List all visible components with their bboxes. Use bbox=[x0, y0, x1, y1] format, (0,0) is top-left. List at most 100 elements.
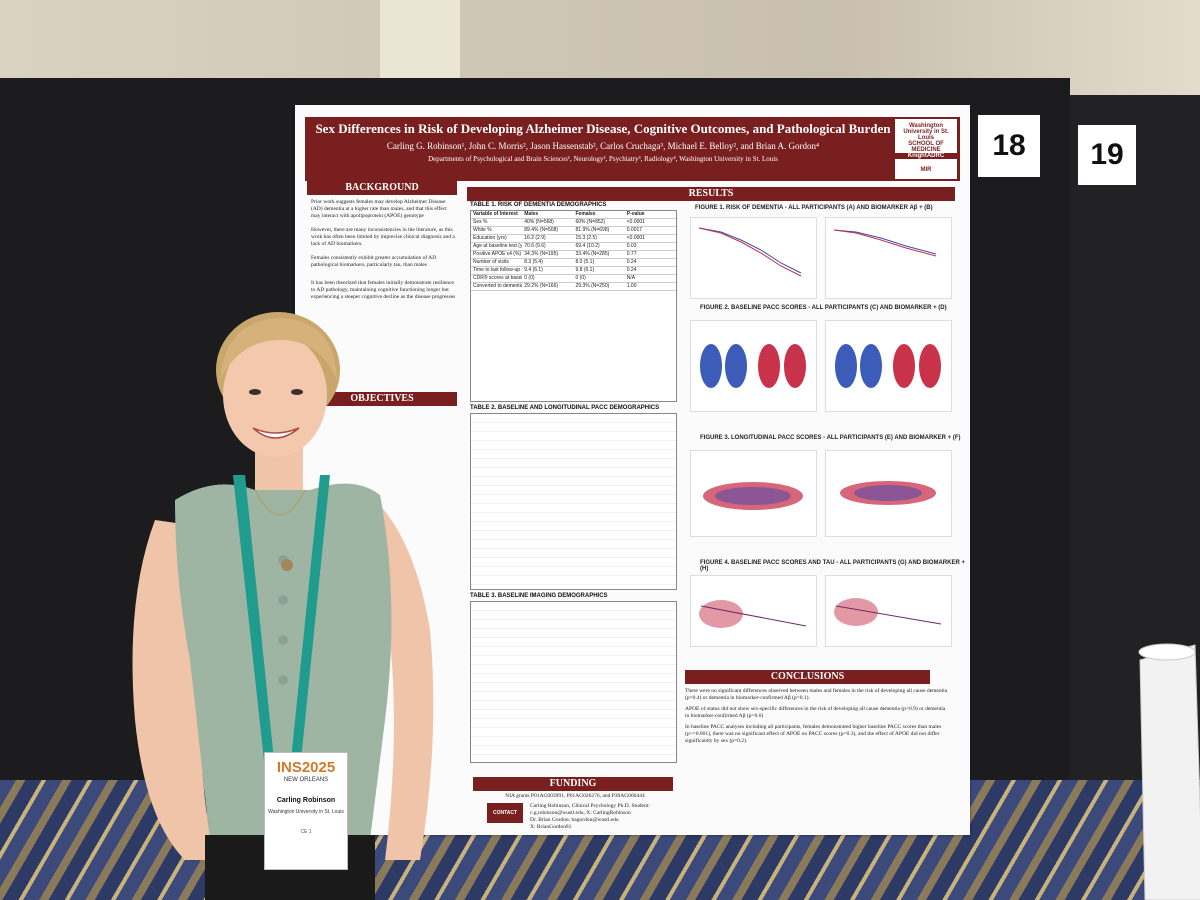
name-badge: INS2025 NEW ORLEANS Carling Robinson Was… bbox=[264, 752, 348, 870]
table-cell: 0.0017 bbox=[626, 227, 643, 233]
poster-departments: Departments of Psychological and Brain S… bbox=[428, 155, 778, 163]
table-cell: 8.0 (5.1) bbox=[575, 259, 595, 265]
paper-roll bbox=[1138, 643, 1200, 900]
poster-header: Sex Differences in Risk of Developing Al… bbox=[305, 117, 960, 181]
table-cell: 0.77 bbox=[626, 251, 637, 257]
figure-3e-plot bbox=[690, 450, 817, 537]
table-row: Positive APOE ε4 (%) 34.3% (N=195) 33.4% (… bbox=[471, 251, 676, 259]
table-cell: White % bbox=[473, 227, 492, 233]
funding-heading: FUNDING bbox=[473, 777, 673, 791]
figure-2-title: FIGURE 2. BASELINE PACC SCORES - ALL PAR… bbox=[700, 305, 947, 311]
logo-knight-adrc: KnightADRC bbox=[895, 153, 957, 159]
figure-2d-plot bbox=[825, 320, 952, 412]
poster-title: Sex Differences in Risk of Developing Al… bbox=[315, 121, 891, 136]
objectives-heading: OBJECTIVES bbox=[307, 392, 457, 406]
contact-line-2: c.g.robinson@wustl.edu, X: CarlingRobins… bbox=[530, 810, 631, 816]
table-1-title: TABLE 1. RISK OF DEMENTIA DEMOGRAPHICS bbox=[470, 202, 607, 208]
table-cell: N/A bbox=[626, 275, 636, 281]
badge-event-logo: INS2025 bbox=[276, 759, 336, 776]
contact-line-1: Carling Robinson, Clinical Psychology Ph… bbox=[530, 803, 650, 809]
table-cell: 40% (N=568) bbox=[524, 219, 554, 225]
scatter-plot-h bbox=[834, 598, 942, 626]
figure-4-title: FIGURE 4. BASELINE PACC SCORES AND TAU -… bbox=[700, 560, 965, 572]
table-cell: 9.8 (6.1) bbox=[575, 267, 595, 273]
background-bullet-2: However, there are many inconsistencies … bbox=[311, 227, 455, 247]
figure-4g-plot bbox=[690, 575, 817, 647]
table-cell: 70.6 (9.6) bbox=[524, 243, 546, 249]
violin-plot-c bbox=[700, 344, 806, 388]
table-cell: CDR® scores at baseline bbox=[473, 275, 522, 281]
university-logos: Washington University in St. Louis SCHOO… bbox=[895, 119, 957, 179]
contact-line-3: Dr. Brian Gordon: bagordon@wustl.edu bbox=[530, 817, 619, 823]
table-row: CDR® scores at baseline0 (0)0 (0)N/A bbox=[471, 275, 676, 283]
table-cell: 0.24 bbox=[626, 267, 637, 273]
survival-curve-a bbox=[698, 227, 802, 277]
table-row: Number of visits 8.3 (5.4) 8.0 (5.1) 0.24 bbox=[471, 259, 676, 267]
conclusions-heading: CONCLUSIONS bbox=[685, 670, 930, 684]
table-cell: <0.0001 bbox=[626, 235, 645, 241]
table-cell: 0.03 bbox=[626, 243, 637, 249]
violin-plot-d bbox=[835, 344, 941, 388]
table-header-row: Variable of Interest Males Females P-val… bbox=[471, 211, 676, 219]
table-cell: Age at baseline test (yrs) bbox=[473, 243, 523, 249]
table-row: Converted to dementia %29.2% (N=166) 29.3… bbox=[471, 283, 676, 291]
table-cell: 0 (0) bbox=[575, 275, 586, 281]
table-cell: Positive APOE ε4 (%) bbox=[473, 251, 522, 257]
table-cell: 33.4% (N=285) bbox=[575, 251, 610, 257]
table-cell: 81.9% (N=698) bbox=[575, 227, 610, 233]
figure-2c-plot bbox=[690, 320, 817, 412]
logo-washu: Washington University in St. Louis bbox=[903, 123, 949, 141]
table-2-title: TABLE 2. BASELINE AND LONGITUDINAL PACC … bbox=[470, 405, 660, 411]
background-bullet-1: Prior work suggests females may develop … bbox=[311, 199, 447, 219]
table-cell: 29.2% (N=166) bbox=[524, 283, 559, 289]
badge-code: CE 1 bbox=[300, 829, 312, 835]
contact-label: CONTACT INFO: bbox=[487, 803, 523, 835]
booth-number-18: 18 bbox=[978, 115, 1040, 177]
table-cell: Education (yrs) bbox=[473, 235, 507, 241]
research-poster: Sex Differences in Risk of Developing Al… bbox=[295, 105, 970, 835]
table-cell: 29.3% (N=250) bbox=[575, 283, 610, 289]
background-bullet-3: Females consistently exhibit greater acc… bbox=[311, 255, 437, 268]
table-cell: 69.4 (10.2) bbox=[575, 243, 600, 249]
conclusion-2: APOE ε4 status did not show sex-specific… bbox=[685, 706, 946, 719]
figure-1-title: FIGURE 1. RISK OF DEMENTIA - ALL PARTICI… bbox=[695, 205, 933, 211]
logo-mir: MIR bbox=[920, 167, 932, 173]
booth-number-19: 19 bbox=[1078, 125, 1136, 185]
background-bullet-4: It has been theorized that females initi… bbox=[311, 280, 456, 300]
table-cell: 8.3 (5.4) bbox=[524, 259, 543, 265]
table-cell: 1.00 bbox=[626, 283, 637, 289]
table-cell: 16.2 (2.9) bbox=[524, 235, 546, 241]
table-cell: Converted to dementia % bbox=[473, 283, 523, 289]
figure-1a-plot bbox=[690, 217, 817, 299]
presenter-person bbox=[132, 312, 434, 900]
table-cell: Sex % bbox=[473, 219, 488, 225]
results-heading: RESULTS bbox=[467, 187, 955, 201]
logo-school-of-medicine: SCHOOL OF MEDICINE bbox=[908, 141, 944, 153]
table-3-title: TABLE 3. BASELINE IMAGING DEMOGRAPHICS bbox=[470, 593, 608, 599]
table-cell: 89.4% (N=508) bbox=[524, 227, 559, 233]
figure-4h-plot bbox=[825, 575, 952, 647]
table-row: Age at baseline test (yrs)70.6 (9.6) 69.4… bbox=[471, 243, 676, 251]
scatter-plot-e bbox=[703, 482, 803, 510]
table-row: Education (yrs) 16.2 (2.9) 15.3 (2.5) <0.00… bbox=[471, 235, 676, 243]
table-1: Variable of Interest Males Females P-val… bbox=[470, 210, 677, 402]
table-3 bbox=[470, 601, 677, 763]
table-cell: 0 (0) bbox=[524, 275, 535, 281]
table-2 bbox=[470, 413, 677, 590]
scatter-plot-f bbox=[840, 481, 936, 505]
scatter-plot-g bbox=[699, 600, 807, 628]
table-row: Time to last follow-up (yrs)9.4 (6.1) 9.8… bbox=[471, 267, 676, 275]
poster-authors: Carling G. Robinson¹, John C. Morris², J… bbox=[386, 141, 820, 151]
table-row: White % 89.4% (N=508) 81.9% (N=698) 0.0017 bbox=[471, 227, 676, 235]
badge-city: NEW ORLEANS bbox=[283, 777, 329, 783]
table-cell: 0.24 bbox=[626, 259, 637, 265]
table-cell: Number of visits bbox=[473, 259, 509, 265]
table-row: Sex % 40% (N=568) 60% (N=852) <0.0001 bbox=[471, 219, 676, 227]
table-cell: Time to last follow-up (yrs) bbox=[473, 267, 522, 273]
conclusion-3: In baseline PACC analyses including all … bbox=[685, 724, 942, 744]
figure-1b-plot bbox=[825, 217, 952, 299]
table-cell: 9.4 (6.1) bbox=[524, 267, 543, 273]
figure-3-title: FIGURE 3. LONGITUDINAL PACC SCORES - ALL… bbox=[700, 435, 961, 441]
survival-curve-b bbox=[833, 229, 937, 257]
background-heading: BACKGROUND bbox=[307, 181, 457, 195]
